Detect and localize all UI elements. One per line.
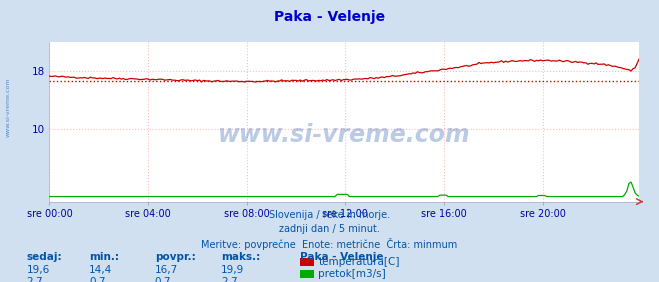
Text: min.:: min.: bbox=[89, 252, 119, 262]
Text: povpr.:: povpr.: bbox=[155, 252, 196, 262]
Text: 2,7: 2,7 bbox=[221, 277, 237, 282]
Text: 19,6: 19,6 bbox=[26, 265, 49, 275]
Text: 0,7: 0,7 bbox=[89, 277, 105, 282]
Text: Paka - Velenje: Paka - Velenje bbox=[300, 252, 384, 262]
Text: 0,7: 0,7 bbox=[155, 277, 171, 282]
Text: Meritve: povprečne  Enote: metrične  Črta: minmum: Meritve: povprečne Enote: metrične Črta:… bbox=[202, 238, 457, 250]
Text: sedaj:: sedaj: bbox=[26, 252, 62, 262]
Text: 19,9: 19,9 bbox=[221, 265, 244, 275]
Text: Slovenija / reke in morje.: Slovenija / reke in morje. bbox=[269, 210, 390, 220]
Text: temperatura[C]: temperatura[C] bbox=[318, 257, 400, 267]
Text: maks.:: maks.: bbox=[221, 252, 260, 262]
Text: 16,7: 16,7 bbox=[155, 265, 178, 275]
Text: Paka - Velenje: Paka - Velenje bbox=[274, 10, 385, 24]
Text: 14,4: 14,4 bbox=[89, 265, 112, 275]
Text: pretok[m3/s]: pretok[m3/s] bbox=[318, 269, 386, 279]
Text: 2,7: 2,7 bbox=[26, 277, 43, 282]
Text: www.si-vreme.com: www.si-vreme.com bbox=[218, 123, 471, 147]
Text: zadnji dan / 5 minut.: zadnji dan / 5 minut. bbox=[279, 224, 380, 234]
Text: www.si-vreme.com: www.si-vreme.com bbox=[6, 78, 11, 137]
